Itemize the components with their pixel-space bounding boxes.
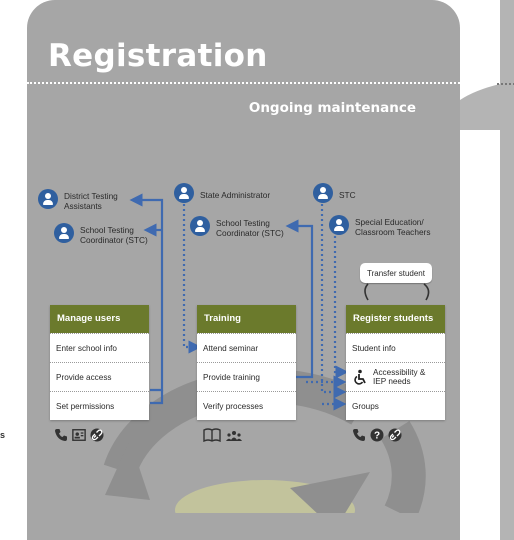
person-icon (190, 216, 210, 236)
box-row: Provide training (197, 362, 296, 391)
wheelchair-icon (354, 369, 366, 385)
person-school-testing-coordinator: School Testing Coordinator (STC) (54, 223, 160, 245)
link-icon (388, 428, 402, 442)
box-row: Attend seminar (197, 333, 296, 362)
title-divider (27, 82, 460, 84)
person-district-testing-assistants: District Testing Assistants (38, 189, 144, 211)
box-row: Provide access (50, 362, 149, 391)
next-dots (497, 83, 514, 85)
training-icons (203, 428, 243, 442)
person-icon (38, 189, 58, 209)
manage-users-icons (54, 428, 104, 442)
box-row: Groups (346, 391, 445, 420)
register-icons: ? (352, 428, 402, 442)
page-title: Registration (48, 38, 268, 74)
box-row: Verify processes (197, 391, 296, 420)
person-label: School Testing Coordinator (STC) (80, 225, 148, 245)
person-school-testing-coordinator-2: School Testing Coordinator (STC) (190, 216, 296, 238)
box-row: Enter school info (50, 333, 149, 362)
help-icon: ? (370, 428, 384, 442)
person-state-administrator: State Administrator (174, 183, 295, 203)
phone-icon (352, 428, 366, 442)
person-icon (313, 183, 333, 203)
person-label: School Testing Coordinator (STC) (216, 218, 284, 238)
people-icon (225, 428, 243, 442)
book-icon (203, 428, 221, 442)
person-label: STC (339, 190, 356, 200)
training-box: Training Attend seminar Provide training… (197, 305, 296, 420)
person-stc: STC (313, 183, 356, 203)
svg-text:?: ? (374, 431, 380, 442)
person-icon (329, 215, 349, 235)
transfer-student-label: Transfer student (360, 263, 432, 283)
next-panel (500, 0, 514, 540)
link-icon (90, 428, 104, 442)
person-special-education-teachers: Special Education/ Classroom Teachers (329, 215, 441, 237)
connectors (129, 193, 430, 411)
side-fragment: s (0, 430, 6, 440)
register-students-box: Register students Student info Accessibi… (346, 305, 445, 420)
box-row: Student info (346, 333, 445, 362)
box-row-accessibility: Accessibility & IEP needs (346, 362, 445, 391)
manage-users-box: Manage users Enter school info Provide a… (50, 305, 149, 420)
box-row: Set permissions (50, 391, 149, 420)
person-label: State Administrator (200, 190, 271, 200)
person-label: District Testing Assistants (64, 191, 118, 211)
box-row-label: Accessibility & IEP needs (373, 368, 426, 386)
person-icon (54, 223, 74, 243)
subtitle: Ongoing maintenance (248, 100, 416, 116)
box-header: Register students (346, 305, 445, 333)
next-panel-connector (455, 0, 500, 130)
phone-icon (54, 428, 68, 442)
person-icon (174, 183, 194, 203)
box-header: Manage users (50, 305, 149, 333)
box-header: Training (197, 305, 296, 333)
person-label: Special Education/ Classroom Teachers (355, 217, 431, 237)
id-card-icon (72, 428, 86, 442)
